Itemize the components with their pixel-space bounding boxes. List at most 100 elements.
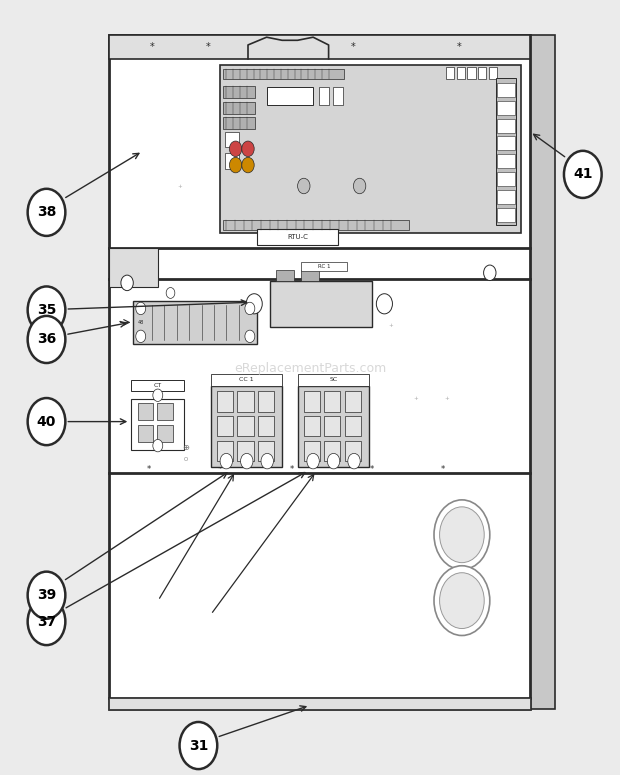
Circle shape	[136, 330, 146, 343]
Bar	[298, 374, 369, 386]
Bar	[237, 391, 254, 412]
Circle shape	[229, 141, 242, 157]
Text: +: +	[388, 323, 393, 328]
Circle shape	[28, 598, 65, 645]
Circle shape	[166, 288, 175, 298]
Circle shape	[180, 722, 217, 769]
Bar	[467, 67, 476, 79]
Bar	[497, 119, 515, 133]
Bar	[324, 416, 340, 436]
Bar	[131, 380, 184, 391]
Text: *: *	[370, 465, 374, 474]
Circle shape	[307, 453, 319, 469]
Bar	[446, 67, 454, 79]
Bar	[211, 386, 282, 467]
Bar	[237, 416, 254, 436]
Text: +: +	[444, 396, 449, 401]
Circle shape	[28, 287, 65, 333]
Bar	[324, 441, 340, 461]
Circle shape	[242, 141, 254, 157]
Text: ⊕: ⊕	[182, 443, 190, 453]
Bar	[217, 441, 233, 461]
Circle shape	[261, 453, 273, 469]
Circle shape	[242, 157, 254, 173]
Circle shape	[245, 302, 255, 315]
Bar	[497, 172, 515, 186]
Text: 39: 39	[37, 588, 56, 602]
Text: 41: 41	[573, 167, 593, 181]
Text: *: *	[290, 465, 293, 474]
Circle shape	[246, 294, 262, 314]
Bar	[223, 69, 344, 79]
Text: 31: 31	[188, 739, 208, 753]
Circle shape	[440, 507, 484, 563]
Bar	[225, 132, 239, 147]
Bar	[304, 391, 320, 412]
Text: O: O	[184, 457, 188, 462]
Bar	[108, 248, 158, 287]
Text: RTU-C: RTU-C	[287, 234, 308, 240]
Circle shape	[376, 294, 392, 314]
Bar	[497, 136, 515, 150]
Text: *: *	[205, 42, 210, 52]
Bar	[497, 83, 515, 97]
Bar	[211, 374, 282, 386]
Bar	[457, 67, 465, 79]
Bar	[157, 425, 173, 442]
Text: *: *	[147, 465, 151, 474]
Bar	[223, 102, 255, 114]
Bar	[489, 67, 497, 79]
Bar	[225, 153, 239, 169]
Bar	[530, 35, 555, 709]
Circle shape	[434, 566, 490, 636]
Bar	[497, 101, 515, 115]
Bar	[496, 78, 516, 225]
Circle shape	[353, 178, 366, 194]
Text: *: *	[441, 465, 445, 474]
Circle shape	[434, 500, 490, 570]
Bar	[131, 399, 184, 449]
Bar	[497, 190, 515, 204]
Bar	[258, 441, 274, 461]
Bar	[257, 229, 338, 245]
Circle shape	[327, 453, 340, 469]
Circle shape	[28, 316, 65, 363]
Bar	[223, 220, 409, 230]
Circle shape	[564, 151, 601, 198]
Text: 38: 38	[37, 205, 56, 219]
Text: +: +	[177, 184, 182, 188]
Circle shape	[348, 453, 360, 469]
Circle shape	[136, 302, 146, 315]
Bar	[319, 87, 329, 105]
Bar	[258, 391, 274, 412]
Text: eReplacementParts.com: eReplacementParts.com	[234, 362, 386, 374]
Bar	[304, 441, 320, 461]
Bar	[217, 416, 233, 436]
Bar	[237, 441, 254, 461]
Circle shape	[298, 178, 310, 194]
Bar	[345, 416, 361, 436]
Bar	[345, 441, 361, 461]
Circle shape	[484, 265, 496, 281]
Bar	[108, 35, 530, 709]
Text: *: *	[456, 42, 461, 52]
Bar	[301, 270, 319, 281]
Circle shape	[245, 330, 255, 343]
Text: SC: SC	[329, 377, 337, 382]
Circle shape	[153, 389, 162, 401]
Bar	[298, 386, 369, 467]
Text: *: *	[351, 42, 356, 52]
Bar	[133, 301, 257, 344]
Bar	[345, 391, 361, 412]
Text: 37: 37	[37, 615, 56, 629]
Bar	[276, 270, 294, 281]
Text: 35: 35	[37, 303, 56, 317]
Bar	[223, 117, 255, 129]
Circle shape	[440, 573, 484, 629]
Bar	[217, 391, 233, 412]
Circle shape	[220, 453, 232, 469]
Text: 40: 40	[37, 415, 56, 429]
Bar	[301, 262, 347, 271]
Text: +: +	[413, 396, 418, 401]
Circle shape	[229, 157, 242, 173]
